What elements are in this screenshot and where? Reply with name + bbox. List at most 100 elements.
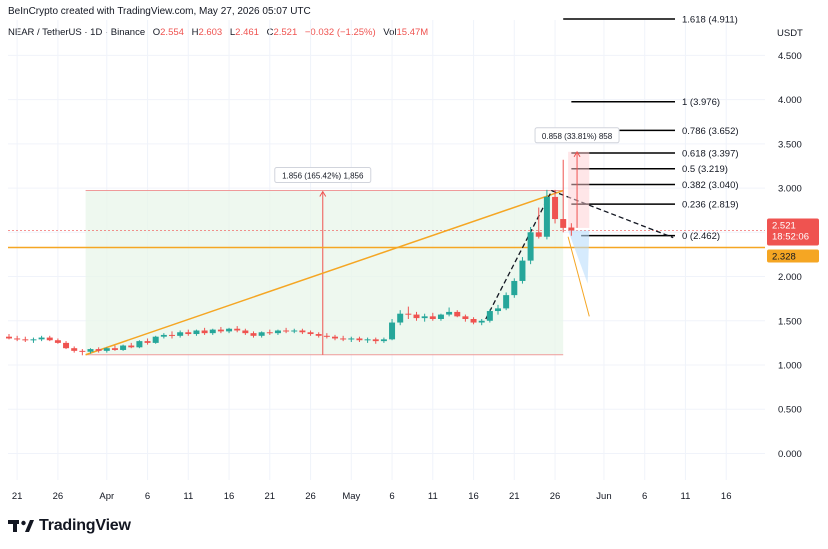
candle-body <box>274 330 281 334</box>
range-measure-arrowhead <box>319 190 327 197</box>
x-tick-label: Apr <box>99 491 114 502</box>
candle-body <box>397 313 404 323</box>
candle-body <box>283 330 290 332</box>
change-value: −0.032 (−1.25%) <box>304 27 376 38</box>
candle-body <box>372 339 379 342</box>
candle-body <box>519 260 526 281</box>
candle-body <box>486 311 493 321</box>
x-tick-label: 16 <box>721 491 732 502</box>
candle-body <box>185 332 192 335</box>
candle-body <box>389 322 396 340</box>
candle-body <box>291 330 298 332</box>
candle-body <box>527 232 534 261</box>
open-label: O <box>152 27 161 38</box>
candle-body <box>234 328 241 331</box>
last-price-tag-text: 18:52:06 <box>772 231 809 242</box>
small-measure-box <box>568 151 590 228</box>
y-tick-label: 0.000 <box>778 449 802 460</box>
tradingview-logo-text: TradingView <box>39 517 131 534</box>
tradingview-logo-icon <box>8 520 34 532</box>
candle-body <box>340 338 347 340</box>
x-tick-label: 26 <box>53 491 64 502</box>
fib-level-label: 0 (2.462) <box>682 231 720 242</box>
fib-level-label: 1.618 (4.911) <box>682 15 738 26</box>
candle-body <box>209 329 216 334</box>
high-label: H <box>191 27 199 38</box>
chart-credit: BeInCrypto created with TradingView.com,… <box>8 6 311 17</box>
x-tick-label: 11 <box>183 491 193 502</box>
candle-body <box>38 337 45 340</box>
x-tick-label: 16 <box>468 491 479 502</box>
candle-body <box>332 336 338 339</box>
candle-body <box>315 334 322 336</box>
y-tick-label: 2.000 <box>778 272 802 283</box>
candle-body <box>356 338 363 341</box>
candle-body <box>560 219 567 228</box>
candle-body <box>95 349 102 351</box>
candle-body <box>128 345 135 348</box>
projection-path <box>485 189 674 320</box>
y-tick-label: 1.000 <box>778 361 802 372</box>
fib-level-label: 1 (3.976) <box>682 97 720 108</box>
small-measure-label: 0.858 (33.81%) 858 <box>542 132 613 141</box>
candle-body <box>323 335 330 337</box>
x-tick-label: Jun <box>596 491 611 502</box>
candle-body <box>478 320 485 323</box>
high-value: 2.603 <box>198 27 223 38</box>
x-tick-label: 21 <box>509 491 520 502</box>
candle-body <box>152 336 159 343</box>
candle-body <box>111 348 118 350</box>
candle-body <box>22 339 29 341</box>
y-tick-label: 3.000 <box>778 184 802 195</box>
low-value: 2.461 <box>235 27 259 38</box>
candle-body <box>429 316 436 319</box>
candle-body <box>14 338 21 340</box>
x-tick-label: 6 <box>145 491 150 502</box>
projection-triangle <box>568 230 590 284</box>
candle-body <box>169 334 175 336</box>
candle-body <box>266 332 273 334</box>
candle-body <box>535 232 542 237</box>
symbol-legend: NEAR / TetherUS · 1D · Binance O2.554 H2… <box>8 27 428 38</box>
x-tick-label: 16 <box>224 491 235 502</box>
y-tick-label: 3.500 <box>778 139 802 150</box>
candle-body <box>364 339 371 341</box>
candle-body <box>380 339 387 342</box>
support-price-tag-box <box>767 249 819 263</box>
candle-body <box>543 196 550 237</box>
candle-body <box>446 311 453 315</box>
candle-body <box>136 341 143 348</box>
x-tick-label: 21 <box>265 491 276 502</box>
candle-body <box>421 316 428 319</box>
fib-level-label: 0.618 (3.397) <box>682 148 739 159</box>
candle-body <box>307 332 314 335</box>
x-tick-label: 26 <box>550 491 561 502</box>
range-measure-label-box <box>274 167 372 184</box>
candle-body <box>250 333 257 336</box>
volume-value: 15.47M <box>396 27 429 38</box>
candle-body <box>120 345 127 350</box>
close-value: 2.521 <box>273 27 298 38</box>
tradingview-logo: TradingView <box>8 517 131 535</box>
candle-body <box>144 341 151 343</box>
candle-body <box>193 330 200 335</box>
symbol-name: NEAR / TetherUS · 1D · Binance <box>8 27 146 38</box>
x-tick-label: 21 <box>12 491 23 502</box>
candle-body <box>413 314 420 319</box>
fib-level-label: 0.382 (3.040) <box>682 180 739 191</box>
candle-body <box>217 329 224 332</box>
x-tick-label: 11 <box>428 491 438 502</box>
candle-body <box>503 295 510 309</box>
projection-drop-line <box>567 236 590 317</box>
candle-body <box>568 227 575 231</box>
support-price-tag-text: 2.328 <box>772 252 796 263</box>
candle-body <box>470 319 477 323</box>
x-tick-label: May <box>342 491 360 502</box>
candle-body <box>177 332 184 336</box>
candle-body <box>242 330 249 334</box>
small-measure-arrowhead <box>573 150 581 158</box>
y-tick-label: 4.000 <box>778 95 802 106</box>
candle-body <box>87 349 94 352</box>
candle-body <box>30 339 37 341</box>
